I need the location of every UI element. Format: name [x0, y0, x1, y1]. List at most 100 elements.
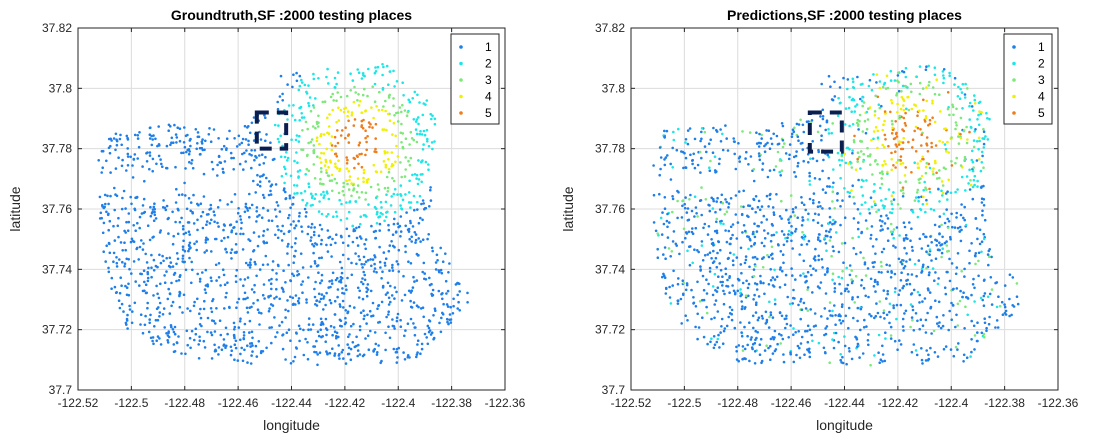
scatter-point-class-1: [344, 316, 347, 320]
scatter-point-class-1: [176, 126, 179, 129]
scatter-point-class-4: [890, 168, 893, 172]
scatter-point-class-2: [427, 163, 430, 166]
scatter-point-class-1: [785, 314, 788, 318]
scatter-point-class-5: [333, 135, 337, 139]
scatter-point-class-4: [329, 161, 333, 164]
scatter-point-class-1: [744, 157, 747, 160]
scatter-point-class-1: [818, 124, 822, 128]
scatter-point-class-1: [951, 304, 955, 307]
scatter-point-class-3: [896, 71, 900, 74]
scatter-point-class-1: [428, 205, 431, 208]
scatter-point-class-1: [854, 252, 858, 256]
scatter-point-class-2: [964, 223, 968, 227]
scatter-point-class-4: [877, 117, 880, 120]
scatter-point-class-1: [714, 256, 718, 260]
scatter-point-class-1: [787, 336, 790, 339]
scatter-point-class-3: [401, 132, 405, 135]
scatter-point-class-1: [797, 303, 800, 307]
scatter-point-class-1: [715, 220, 718, 224]
scatter-point-class-1: [241, 359, 245, 363]
scatter-point-class-2: [789, 233, 793, 237]
scatter-point-class-1: [890, 271, 893, 274]
scatter-point-class-1: [114, 148, 117, 152]
scatter-point-class-1: [118, 137, 122, 141]
scatter-point-class-2: [399, 194, 403, 197]
scatter-point-class-1: [800, 335, 804, 339]
scatter-point-class-2: [851, 86, 855, 89]
scatter-point-class-1: [114, 193, 117, 196]
scatter-point-class-3: [831, 122, 834, 125]
scatter-point-class-1: [923, 297, 927, 300]
scatter-point-class-1: [881, 360, 884, 363]
scatter-point-class-1: [945, 240, 948, 243]
scatter-point-class-3: [946, 226, 950, 230]
scatter-point-class-1: [746, 286, 750, 290]
scatter-point-class-1: [842, 261, 845, 265]
scatter-point-class-2: [285, 151, 288, 154]
scatter-point-class-2: [956, 188, 959, 191]
scatter-point-class-1: [230, 200, 233, 204]
scatter-point-class-1: [289, 339, 292, 343]
x-tick-label: -122.46: [218, 396, 259, 410]
scatter-point-class-1: [918, 237, 922, 241]
scatter-point-class-4: [322, 152, 326, 155]
scatter-point-class-1: [268, 180, 271, 183]
scatter-point-class-1: [422, 202, 426, 205]
scatter-point-class-1: [852, 246, 855, 250]
scatter-point-class-1: [375, 271, 378, 274]
scatter-point-class-2: [914, 349, 918, 352]
scatter-point-class-1: [952, 287, 955, 291]
scatter-point-class-1: [652, 193, 656, 197]
scatter-point-class-2: [298, 169, 302, 172]
scatter-point-class-1: [765, 318, 769, 322]
scatter-point-class-1: [856, 319, 859, 323]
scatter-point-class-1: [882, 311, 885, 315]
scatter-point-class-4: [326, 116, 329, 120]
scatter-point-class-1: [172, 350, 176, 354]
scatter-point-class-2: [711, 207, 715, 210]
scatter-point-class-3: [327, 174, 331, 178]
scatter-point-class-2: [808, 179, 811, 183]
scatter-point-class-1: [125, 134, 129, 138]
scatter-point-class-1: [307, 323, 311, 326]
scatter-point-class-2: [860, 185, 863, 189]
scatter-point-class-1: [910, 245, 914, 249]
scatter-point-class-1: [850, 281, 854, 285]
scatter-point-class-1: [759, 280, 762, 283]
scatter-point-class-1: [255, 206, 259, 209]
scatter-point-class-1: [209, 307, 213, 310]
scatter-point-class-3: [933, 92, 937, 96]
scatter-point-class-1: [229, 353, 233, 357]
scatter-point-class-1: [778, 215, 782, 218]
scatter-point-class-1: [273, 297, 276, 300]
scatter-point-class-1: [203, 288, 207, 291]
scatter-point-class-4: [377, 108, 381, 112]
scatter-point-class-2: [416, 182, 420, 186]
scatter-point-class-1: [360, 237, 363, 240]
scatter-point-class-1: [316, 330, 320, 334]
scatter-point-class-1: [251, 350, 254, 353]
scatter-point-class-2: [312, 72, 315, 76]
scatter-point-class-1: [337, 344, 341, 347]
scatter-point-class-2: [335, 215, 339, 218]
scatter-point-class-4: [346, 110, 350, 113]
scatter-point-class-1: [899, 343, 903, 346]
scatter-point-class-2: [968, 104, 971, 108]
scatter-point-class-1: [129, 195, 132, 199]
scatter-point-class-4: [323, 164, 327, 167]
scatter-point-class-1: [157, 154, 161, 158]
scatter-point-class-1: [878, 361, 881, 365]
scatter-point-class-1: [391, 266, 394, 269]
scatter-point-class-1: [363, 242, 366, 246]
scatter-point-class-2: [904, 66, 908, 70]
scatter-point-class-1: [415, 355, 418, 359]
scatter-point-class-1: [838, 86, 842, 89]
scatter-point-class-1: [910, 273, 914, 276]
scatter-point-class-1: [833, 290, 836, 293]
scatter-point-class-1: [807, 239, 811, 243]
scatter-point-class-1: [146, 276, 150, 280]
scatter-point-class-1: [252, 179, 255, 183]
scatter-point-class-5: [373, 150, 377, 153]
scatter-point-class-1: [198, 339, 202, 343]
scatter-point-class-1: [148, 137, 152, 140]
